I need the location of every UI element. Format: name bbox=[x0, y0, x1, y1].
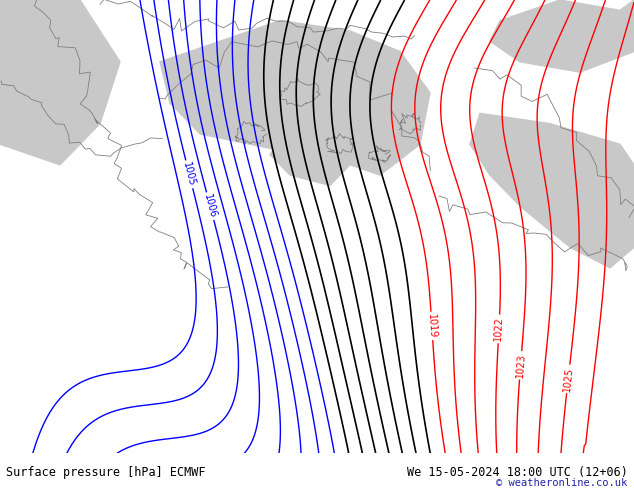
Polygon shape bbox=[490, 0, 634, 72]
Text: 1023: 1023 bbox=[515, 353, 526, 378]
Text: We 15-05-2024 18:00 UTC (12+06): We 15-05-2024 18:00 UTC (12+06) bbox=[407, 466, 628, 479]
Text: 1006: 1006 bbox=[202, 193, 218, 220]
Text: 1025: 1025 bbox=[562, 366, 574, 392]
Text: Surface pressure [hPa] ECMWF: Surface pressure [hPa] ECMWF bbox=[6, 466, 206, 479]
Polygon shape bbox=[470, 113, 634, 268]
Text: 1019: 1019 bbox=[426, 314, 437, 339]
Text: © weatheronline.co.uk: © weatheronline.co.uk bbox=[496, 478, 628, 488]
Polygon shape bbox=[160, 21, 430, 175]
Polygon shape bbox=[270, 123, 350, 185]
Text: 1022: 1022 bbox=[493, 317, 505, 342]
Text: 1005: 1005 bbox=[181, 161, 197, 188]
Polygon shape bbox=[0, 0, 120, 165]
